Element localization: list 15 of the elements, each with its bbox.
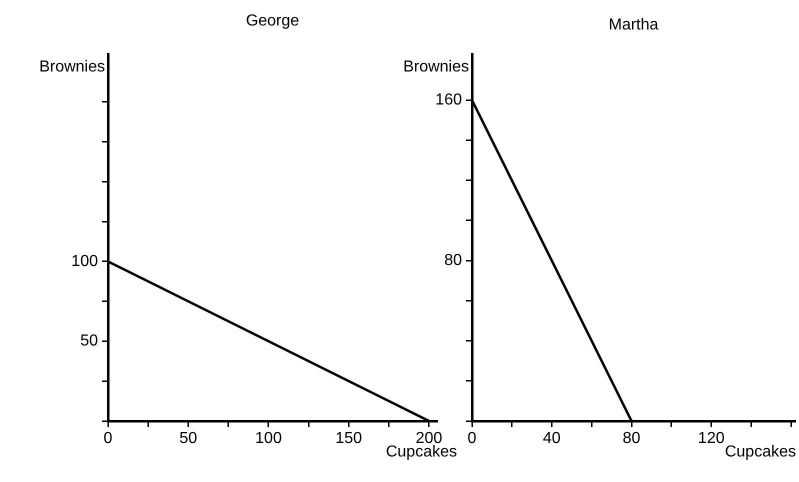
x-tick-label: 150 (335, 430, 362, 448)
x-tick-label: 100 (255, 430, 282, 448)
y-axis-title: Brownies (403, 58, 469, 76)
y-tick-label: 160 (435, 92, 462, 109)
x-tick-label: 40 (542, 430, 561, 448)
x-tick-label: 80 (622, 430, 641, 448)
x-tick-label: 50 (179, 430, 198, 448)
x-tick-label: 0 (104, 430, 113, 448)
chart-title: George (246, 12, 300, 30)
y-axis-title: Brownies (39, 58, 105, 76)
x-axis-title: Cupcakes (724, 443, 796, 460)
x-tick-label: 120 (698, 430, 725, 448)
chart-title: Martha (608, 16, 658, 34)
x-tick-label: 0 (468, 430, 477, 448)
x-axis-title: Cupcakes (386, 443, 457, 460)
